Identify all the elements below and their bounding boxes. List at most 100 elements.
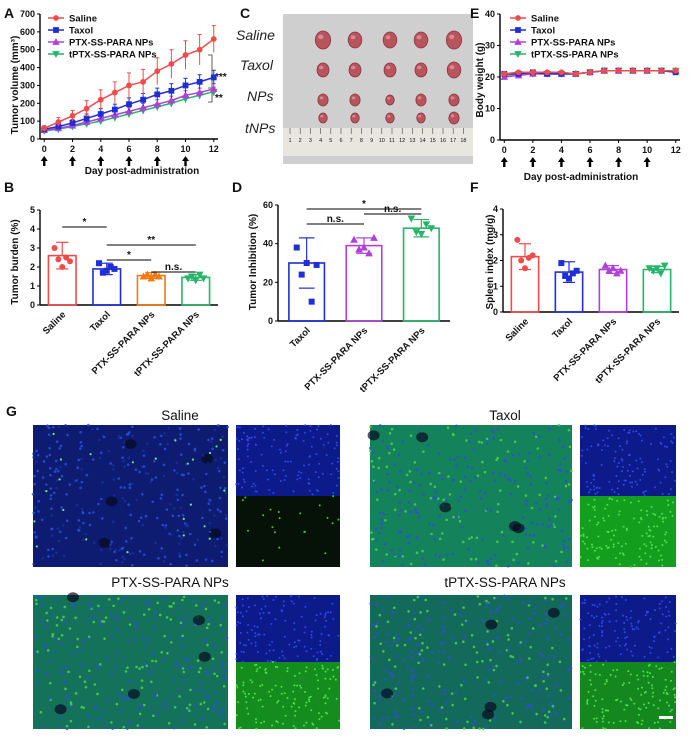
a-point: [140, 96, 147, 103]
cell-dot: [41, 557, 45, 560]
cell-dot: [69, 719, 73, 723]
ruler-tick-label: 13: [409, 138, 415, 144]
nucleus-dot: [256, 633, 259, 636]
nucleus-dot: [653, 609, 656, 612]
cell-dot: [112, 478, 116, 481]
nucleus-dot: [242, 644, 245, 647]
green-dot: [605, 544, 608, 547]
cell-dot: [213, 599, 217, 602]
cell-dot: [470, 466, 474, 470]
cell-dot: [124, 526, 128, 530]
nucleus-dot: [635, 459, 638, 462]
cell-dot: [200, 486, 203, 489]
cell-dot: [86, 715, 90, 719]
cell-dot: [144, 600, 147, 604]
cell-dot: [79, 486, 82, 490]
cell-dot: [487, 681, 491, 684]
cell-dot: [473, 476, 477, 480]
nucleus-dot: [587, 491, 590, 494]
cell-dot: [429, 724, 433, 727]
d-ytick-label: 40: [263, 239, 273, 249]
nucleus-dot: [601, 634, 604, 637]
nucleus-dot: [241, 604, 244, 607]
green-dot: [591, 546, 594, 549]
cell-dot: [220, 651, 223, 654]
cell-dot: [135, 498, 139, 502]
nucleus-dot: [611, 488, 614, 491]
nucleus-dot: [600, 449, 603, 452]
green-dot: [235, 714, 238, 717]
cell-dot: [33, 635, 36, 639]
cell-dot: [448, 493, 452, 496]
cell-dot: [185, 553, 188, 557]
cell-dot: [138, 667, 141, 670]
cell-dot: [224, 491, 228, 495]
nucleus-dot: [329, 424, 332, 427]
cell-dot: [467, 547, 470, 551]
cell-dot: [372, 465, 375, 469]
cell-dot: [370, 459, 374, 463]
cell-dot: [186, 659, 189, 662]
nucleus-dot: [268, 489, 271, 492]
cell-dot: [418, 652, 422, 656]
cell-dot: [526, 459, 530, 463]
cell-dot: [397, 453, 401, 457]
f-ylabel: Spleen index (mg/g): [485, 214, 496, 309]
cell-dot: [490, 428, 494, 432]
green-dot: [304, 704, 307, 707]
cell-dot: [559, 605, 563, 608]
cell-dot: [450, 692, 454, 695]
green-dot: [664, 678, 667, 681]
cell-dot: [441, 477, 445, 481]
cell-dot: [79, 663, 83, 667]
cell-dot: [553, 627, 557, 630]
cell-dot: [394, 687, 398, 691]
green-speck: [45, 489, 48, 493]
cell-dot: [64, 462, 67, 466]
cell-dot: [77, 528, 80, 532]
b-ytick-label: 2: [30, 262, 35, 272]
e-point: [515, 69, 522, 76]
nucleus-dot: [285, 424, 288, 427]
nucleus-dot: [656, 458, 659, 461]
cell-dot: [77, 458, 81, 462]
cell-dot: [159, 443, 162, 446]
green-dot: [619, 720, 622, 723]
a-dose-arrow: [40, 156, 48, 166]
nucleus-dot: [260, 617, 263, 620]
cell-dot: [496, 636, 499, 639]
cell-dot: [207, 502, 211, 505]
nucleus-dot: [297, 595, 300, 598]
green-dot: [255, 727, 258, 730]
cell-dot: [220, 708, 224, 712]
nucleus-dot: [326, 658, 329, 661]
nucleus-dot: [645, 489, 648, 492]
a-point: [154, 68, 161, 75]
cell-dot: [484, 604, 488, 608]
green-dot: [664, 533, 667, 536]
green-dot: [663, 539, 666, 542]
cell-dot: [196, 538, 200, 542]
green-dot: [335, 697, 338, 700]
cell-dot: [395, 633, 399, 637]
cell-dot: [530, 506, 534, 510]
cell-dot: [437, 503, 441, 506]
cell-dot: [78, 675, 82, 679]
e-xtick-label: 6: [587, 145, 592, 155]
cell-dot: [455, 515, 459, 519]
green-dot: [669, 720, 672, 723]
cell-dot: [407, 534, 411, 538]
cell-dot: [215, 674, 219, 678]
cell-dot: [527, 604, 531, 607]
nucleus-dot: [673, 479, 676, 482]
ruler-tick-label: 12: [399, 138, 405, 144]
nucleus-dot: [607, 429, 610, 432]
cell-dot: [495, 564, 498, 568]
cell-dot: [129, 513, 133, 517]
cell-dot: [169, 618, 173, 621]
green-dot: [593, 704, 596, 707]
green-dot: [256, 668, 259, 671]
cell-dot: [518, 452, 521, 456]
nucleus-dot: [326, 433, 329, 436]
green-dot: [585, 536, 588, 539]
